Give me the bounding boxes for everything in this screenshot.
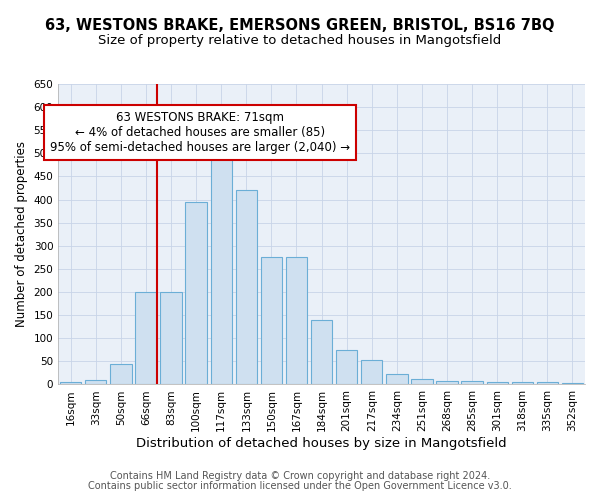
X-axis label: Distribution of detached houses by size in Mangotsfield: Distribution of detached houses by size … — [136, 437, 507, 450]
Y-axis label: Number of detached properties: Number of detached properties — [15, 141, 28, 327]
Bar — [411, 379, 433, 384]
Bar — [386, 374, 407, 384]
Bar — [436, 381, 458, 384]
Bar — [261, 258, 282, 384]
Bar — [211, 151, 232, 384]
Bar — [286, 258, 307, 384]
Bar — [487, 382, 508, 384]
Text: 63, WESTONS BRAKE, EMERSONS GREEN, BRISTOL, BS16 7BQ: 63, WESTONS BRAKE, EMERSONS GREEN, BRIST… — [45, 18, 555, 32]
Bar — [60, 382, 82, 384]
Bar — [85, 380, 106, 384]
Bar — [136, 292, 157, 384]
Bar — [311, 320, 332, 384]
Bar — [361, 360, 382, 384]
Bar — [185, 202, 207, 384]
Bar — [512, 382, 533, 384]
Bar — [336, 350, 358, 384]
Text: Size of property relative to detached houses in Mangotsfield: Size of property relative to detached ho… — [98, 34, 502, 47]
Bar — [461, 381, 483, 384]
Text: 63 WESTONS BRAKE: 71sqm
← 4% of detached houses are smaller (85)
95% of semi-det: 63 WESTONS BRAKE: 71sqm ← 4% of detached… — [50, 111, 350, 154]
Bar — [562, 382, 583, 384]
Bar — [110, 364, 131, 384]
Text: Contains public sector information licensed under the Open Government Licence v3: Contains public sector information licen… — [88, 481, 512, 491]
Bar — [160, 292, 182, 384]
Bar — [236, 190, 257, 384]
Text: Contains HM Land Registry data © Crown copyright and database right 2024.: Contains HM Land Registry data © Crown c… — [110, 471, 490, 481]
Bar — [537, 382, 558, 384]
